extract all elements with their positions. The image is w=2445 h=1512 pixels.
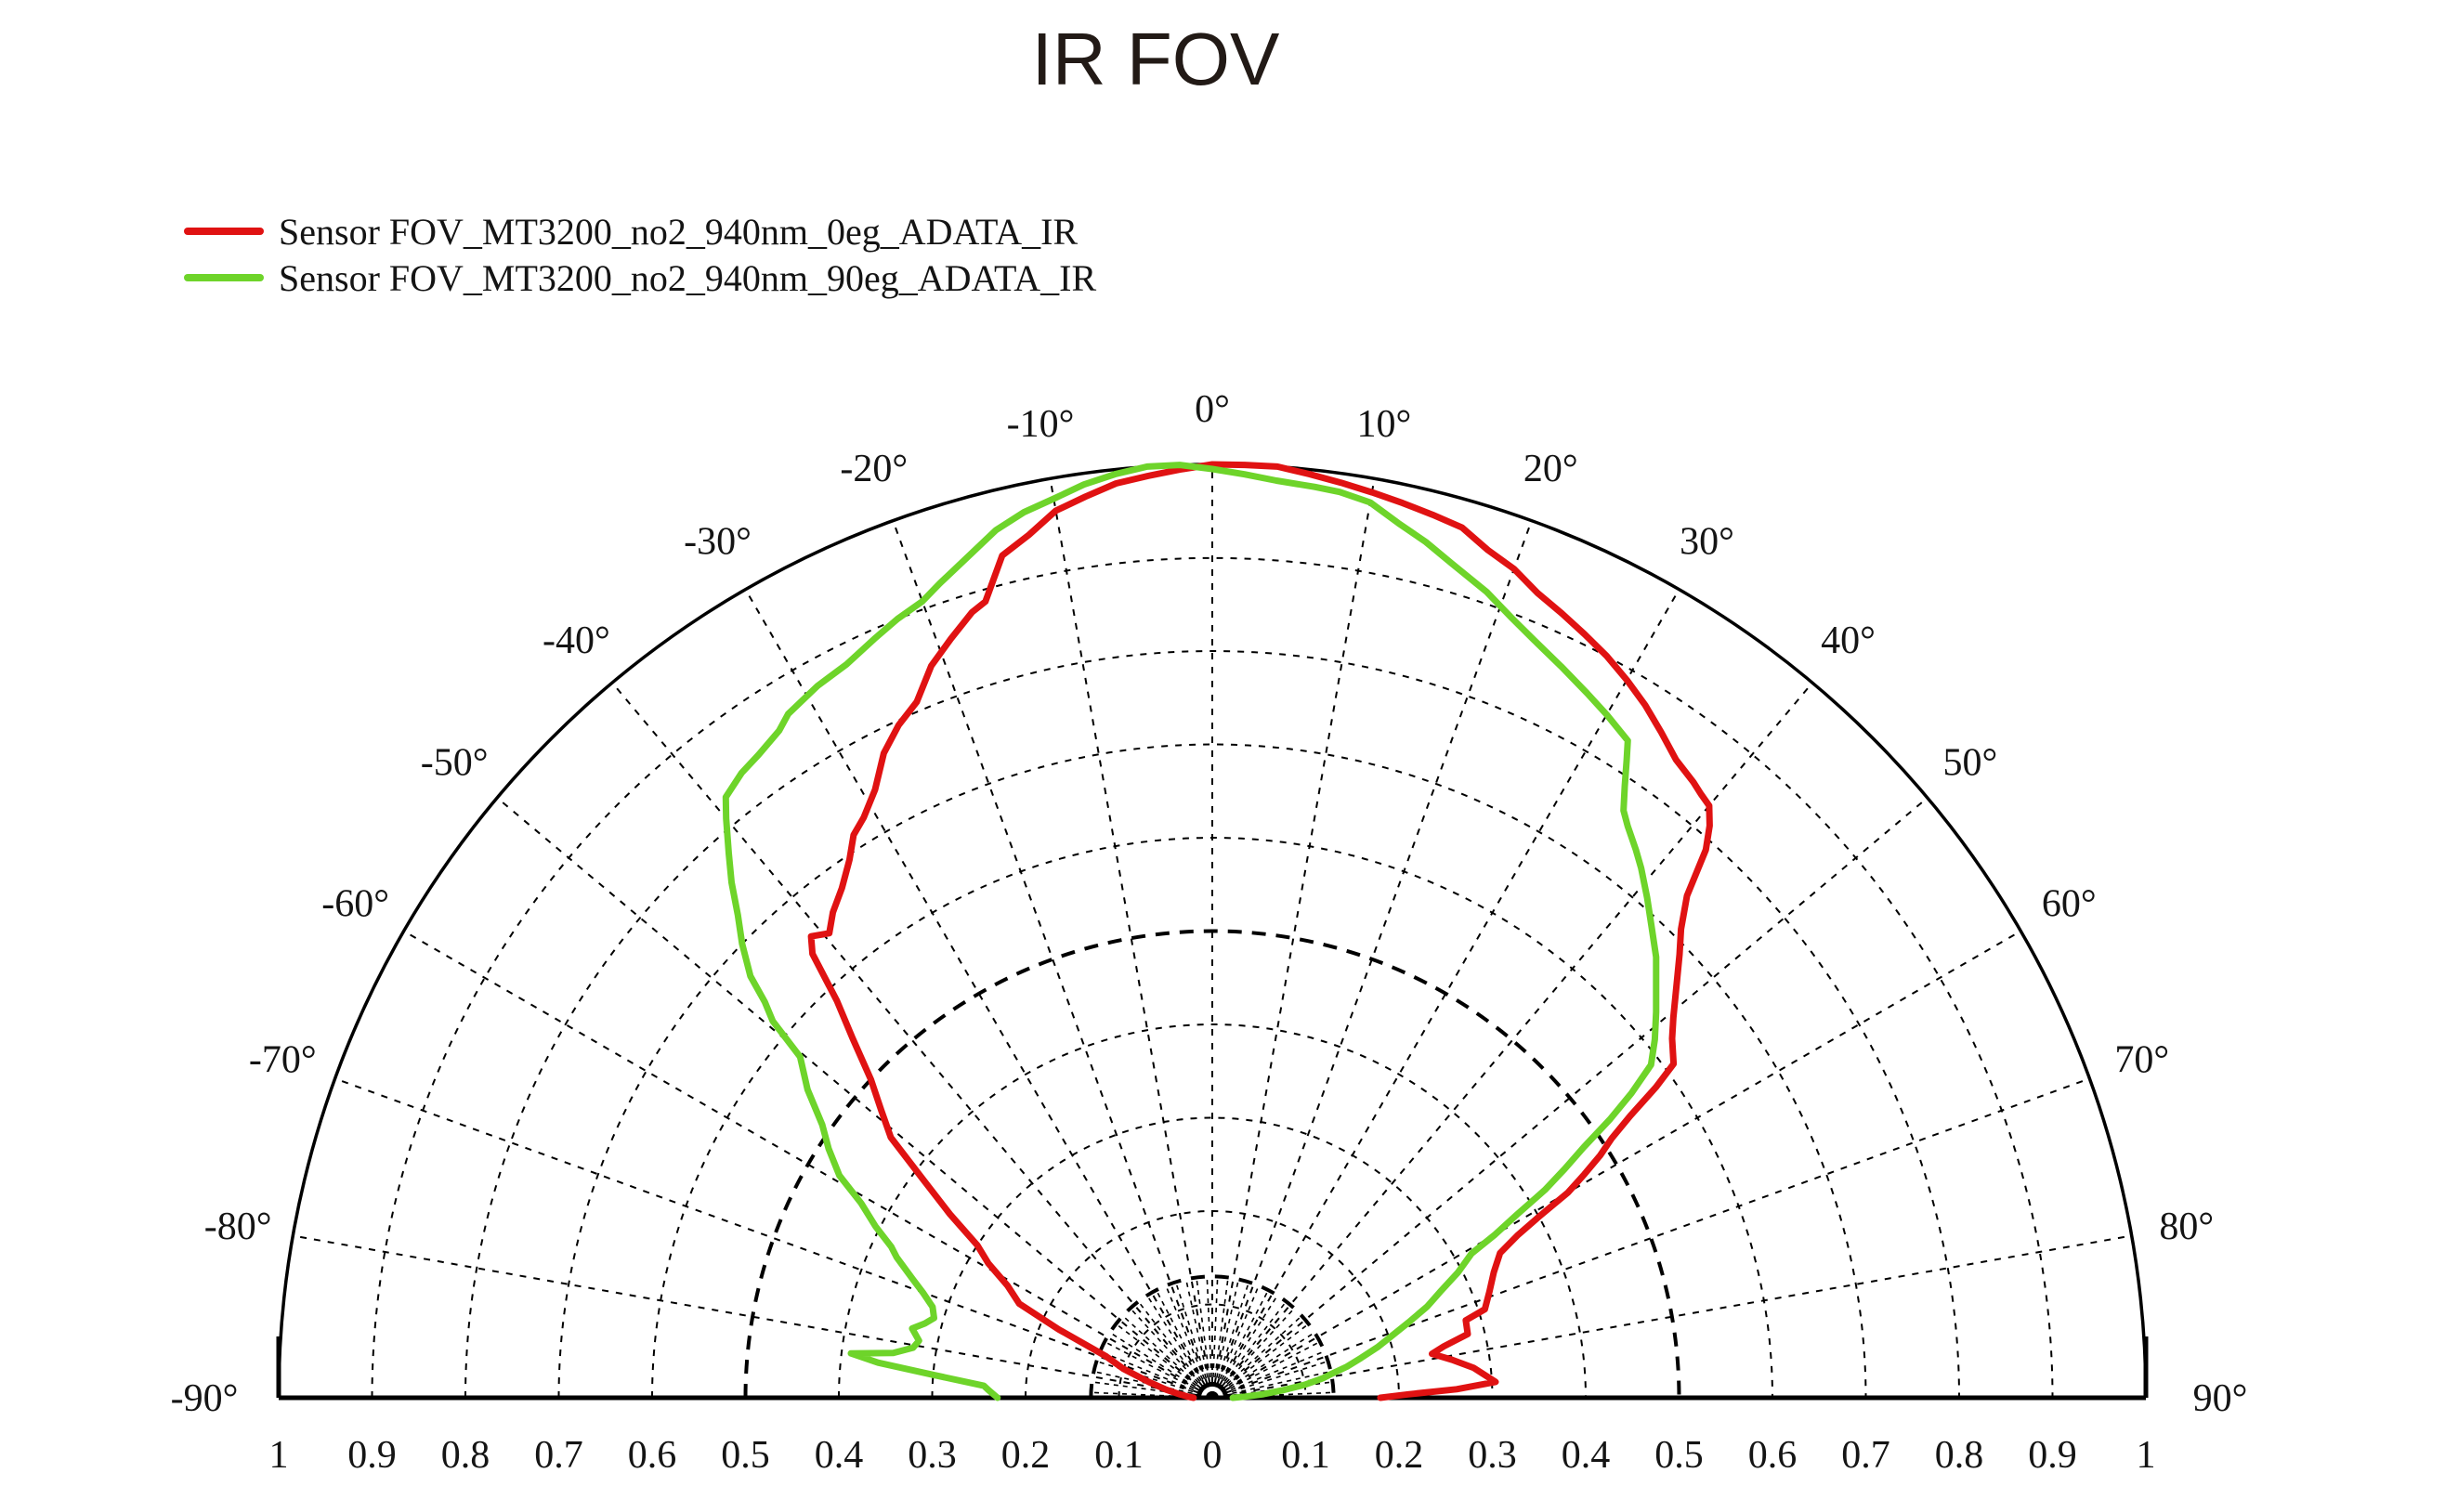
angle-tick-label: -30° xyxy=(684,521,752,564)
series-curve-90eg xyxy=(722,462,1660,1401)
radial-tick-label: 0.8 xyxy=(1935,1434,1984,1477)
radial-tick-label: 0.5 xyxy=(1654,1434,1704,1477)
radial-tick-label: 1 xyxy=(269,1434,289,1477)
grid-spoke xyxy=(1211,478,1376,1399)
radial-tick-label: 0.2 xyxy=(1375,1434,1424,1477)
grid-circle xyxy=(1118,1303,1307,1399)
grid-spoke xyxy=(1211,1234,2132,1399)
grid-spoke xyxy=(892,520,1213,1399)
grid-circle xyxy=(371,556,2054,1399)
angle-tick-label: 60° xyxy=(2042,883,2097,926)
radial-tick-label: 0.8 xyxy=(441,1434,490,1477)
angle-tick-label: -70° xyxy=(249,1039,317,1082)
grid-spoke xyxy=(496,797,1213,1399)
angle-tick-label: -60° xyxy=(321,883,389,926)
legend: Sensor FOV_MT3200_no2_940nm_0eg_ADATA_IR… xyxy=(184,210,1096,299)
angle-tick-label: 50° xyxy=(1942,741,1997,784)
radial-tick-label: 0.3 xyxy=(908,1434,957,1477)
grid-spoke xyxy=(1211,589,1680,1399)
angle-tick-label: 90° xyxy=(2193,1377,2248,1420)
angle-tick-label: 40° xyxy=(1821,619,1876,662)
angle-tick-label: 30° xyxy=(1680,521,1734,564)
grid-minor-spoke xyxy=(1137,1300,1207,1389)
grid-circle xyxy=(464,650,1960,1399)
chart-title: IR FOV xyxy=(1031,18,1280,100)
grid-spoke xyxy=(1211,520,1533,1399)
grid-spoke xyxy=(403,930,1213,1399)
radial-tick-label: 0.1 xyxy=(1281,1434,1330,1477)
legend-item-0eg: Sensor FOV_MT3200_no2_940nm_0eg_ADATA_IR xyxy=(184,210,1096,253)
legend-label-0eg: Sensor FOV_MT3200_no2_940nm_0eg_ADATA_IR xyxy=(279,210,1079,253)
radial-tick-label: 0.6 xyxy=(628,1434,677,1477)
radial-tick-label: 0.7 xyxy=(534,1434,583,1477)
grid-spoke xyxy=(1211,1077,2090,1399)
radial-tick-label: 0 xyxy=(1203,1434,1222,1477)
angle-tick-label: -90° xyxy=(171,1377,239,1420)
grid-spoke xyxy=(293,1234,1213,1399)
radial-tick-label: 0.6 xyxy=(1748,1434,1798,1477)
grid-spoke xyxy=(1211,682,1813,1399)
angle-tick-label: 0° xyxy=(1195,388,1230,431)
grid-circle-bold xyxy=(743,929,1681,1399)
angle-tick-label: -20° xyxy=(840,448,908,490)
radial-tick-label: 0.4 xyxy=(815,1434,864,1477)
angle-tick-label: 10° xyxy=(1357,403,1412,446)
angle-tick-label: 70° xyxy=(2114,1039,2169,1082)
radial-tick-label: 0.9 xyxy=(347,1434,397,1477)
legend-item-90eg: Sensor FOV_MT3200_no2_940nm_90eg_ADATA_I… xyxy=(184,256,1096,299)
grid-spoke xyxy=(1211,930,2021,1399)
legend-line-green-icon xyxy=(184,274,264,281)
grid-spoke xyxy=(1211,797,1929,1399)
radial-tick-label: 1 xyxy=(2137,1434,2156,1477)
angle-tick-label: 20° xyxy=(1523,448,1578,490)
legend-label-90eg: Sensor FOV_MT3200_no2_940nm_90eg_ADATA_I… xyxy=(279,256,1097,299)
radial-tick-label: 0.1 xyxy=(1094,1434,1144,1477)
grid-circle xyxy=(838,1023,1587,1399)
grid-spoke xyxy=(611,682,1213,1399)
grid-spoke xyxy=(744,589,1213,1399)
radial-tick-label: 0.4 xyxy=(1562,1434,1611,1477)
grid-circle-bold xyxy=(1089,1274,1336,1399)
radial-tick-label: 0.5 xyxy=(721,1434,770,1477)
radial-tick-label: 0.2 xyxy=(1001,1434,1051,1477)
radial-tick-label: 0.9 xyxy=(2028,1434,2077,1477)
series-curve-0eg xyxy=(807,461,1713,1401)
grid-minor-spoke xyxy=(1218,1300,1288,1389)
angle-tick-label: 80° xyxy=(2159,1206,2214,1248)
legend-line-red-icon xyxy=(184,228,264,235)
grid-spoke xyxy=(1049,478,1213,1399)
radial-tick-label: 0.3 xyxy=(1468,1434,1517,1477)
angle-tick-label: -50° xyxy=(421,741,489,784)
angle-tick-label: -80° xyxy=(204,1206,272,1248)
grid-spoke xyxy=(334,1077,1213,1399)
grid-minor-spoke xyxy=(1221,1323,1310,1392)
angle-tick-label: -40° xyxy=(543,619,610,662)
radial-tick-label: 0.7 xyxy=(1841,1434,1890,1477)
angle-tick-label: -10° xyxy=(1007,403,1075,446)
